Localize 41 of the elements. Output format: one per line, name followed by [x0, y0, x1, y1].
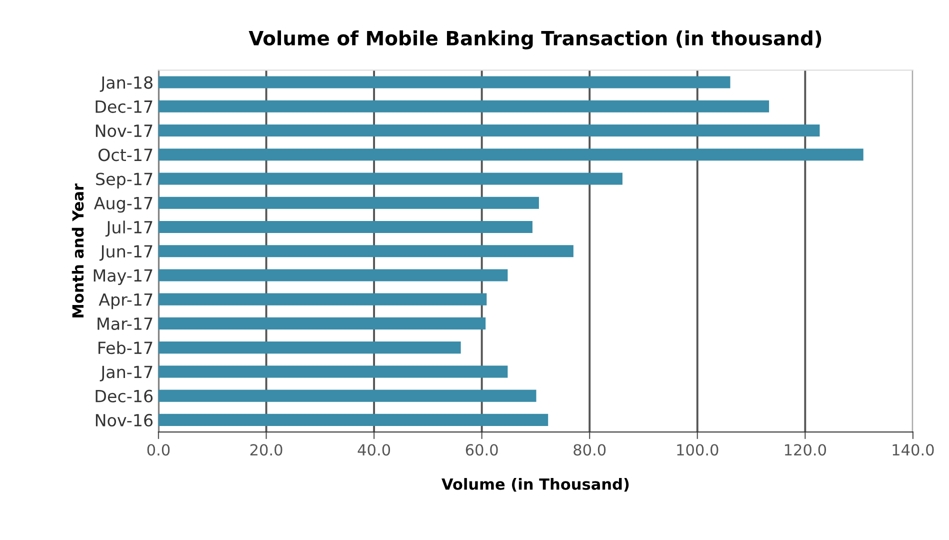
chart-title: Volume of Mobile Banking Transaction (in thousand) [248, 30, 822, 50]
bar [158, 390, 536, 402]
y-tick-label: May-17 [94, 269, 152, 286]
bar [158, 76, 730, 88]
y-tick-label: Aug-17 [94, 197, 152, 213]
y-tick-label: Jan-18 [100, 76, 152, 92]
y-tick-label: Nov-16 [96, 414, 153, 427]
bar [158, 366, 508, 378]
x-tick-label: 60.0 [466, 444, 498, 456]
y-tick-label: Jan-17 [100, 366, 152, 382]
x-tick-label: 100.0 [677, 444, 718, 456]
y-tick-label: Feb-17 [98, 341, 152, 354]
y-tick-label: Sep-17 [96, 172, 152, 189]
x-tick-label: 80.0 [574, 444, 606, 456]
x-tick-label: 0.0 [147, 444, 170, 456]
bar [158, 414, 548, 426]
y-tick-label: Nov-17 [96, 124, 152, 138]
bar [158, 172, 622, 185]
bar [158, 148, 864, 161]
bar [158, 100, 770, 112]
bar [158, 196, 539, 209]
y-axis-title: Month and Year [72, 183, 84, 318]
bar [158, 220, 532, 234]
y-tick-label: Mar-17 [98, 318, 152, 330]
y-tick-label: Oct-17 [98, 148, 152, 162]
x-tick-label: 120.0 [784, 444, 826, 456]
y-tick-label: Dec-17 [96, 100, 152, 113]
y-tick-label: Jul-17 [105, 220, 152, 237]
x-tick-label: 140.0 [892, 444, 934, 456]
bar [158, 269, 508, 282]
bar [158, 245, 574, 258]
x-axis-title: Volume (in Thousand) [442, 478, 629, 492]
bar [158, 293, 487, 306]
y-tick-label: Apr-17 [98, 294, 152, 310]
y-tick-label: Dec-16 [96, 390, 153, 402]
y-tick-label: Jun-17 [99, 245, 152, 261]
x-tick-label: 20.0 [250, 444, 282, 456]
bar [158, 317, 486, 330]
bar [158, 124, 820, 137]
bar [158, 342, 461, 354]
x-tick-label: 40.0 [358, 444, 390, 456]
